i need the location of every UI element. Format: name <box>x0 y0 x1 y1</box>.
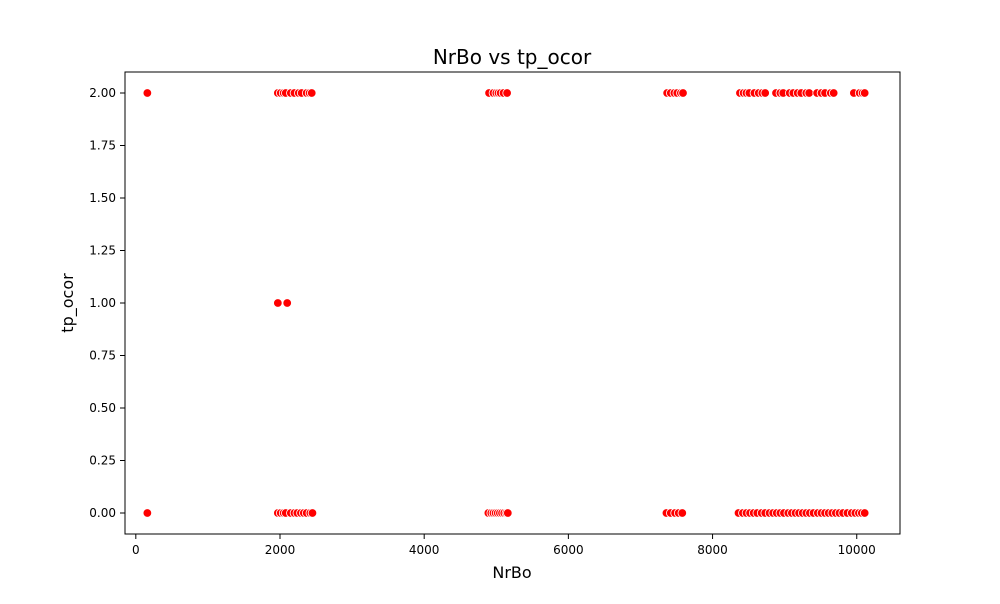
y-tick-label: 0.25 <box>89 454 116 468</box>
data-point <box>307 508 318 518</box>
y-tick-label: 2.00 <box>89 86 116 100</box>
x-axis-ticks: 0 2000 4000 6000 8000 10000 <box>132 534 876 557</box>
data-point <box>859 88 870 98</box>
y-tick-label: 0.50 <box>89 401 116 415</box>
data-point <box>142 508 153 518</box>
x-tick-label: 8000 <box>697 543 728 557</box>
data-point <box>677 508 687 518</box>
y-tick-label: 0.00 <box>89 506 116 520</box>
x-tick-label: 2000 <box>265 543 296 557</box>
y-tick-label: 1.00 <box>89 296 116 310</box>
x-axis-title: NrBo <box>492 563 531 582</box>
data-point <box>804 88 814 98</box>
data-point <box>502 88 512 98</box>
y-tick-label: 1.50 <box>89 191 116 205</box>
data-point <box>859 508 870 518</box>
data-point <box>273 298 283 308</box>
y-axis-ticks: 0.00 0.25 0.50 0.75 1.00 1.25 1.50 1.75 2.00 <box>89 86 125 520</box>
data-point <box>828 88 839 98</box>
data-point <box>678 88 688 98</box>
data-point <box>307 88 317 98</box>
y-tick-label: 1.25 <box>89 244 116 258</box>
x-tick-label: 0 <box>132 543 140 557</box>
x-tick-label: 4000 <box>409 543 440 557</box>
y-tick-label: 0.75 <box>89 349 116 363</box>
data-point <box>282 298 292 308</box>
chart-title: NrBo vs tp_ocor <box>433 45 592 69</box>
plot-frame <box>124 71 901 535</box>
data-points <box>142 88 870 518</box>
data-point <box>142 88 153 98</box>
x-tick-label: 6000 <box>553 543 584 557</box>
data-point <box>760 88 770 98</box>
y-axis-title: tp_ocor <box>58 273 78 333</box>
data-point <box>503 508 513 518</box>
x-tick-label: 10000 <box>838 543 876 557</box>
y-tick-label: 1.75 <box>89 139 116 153</box>
